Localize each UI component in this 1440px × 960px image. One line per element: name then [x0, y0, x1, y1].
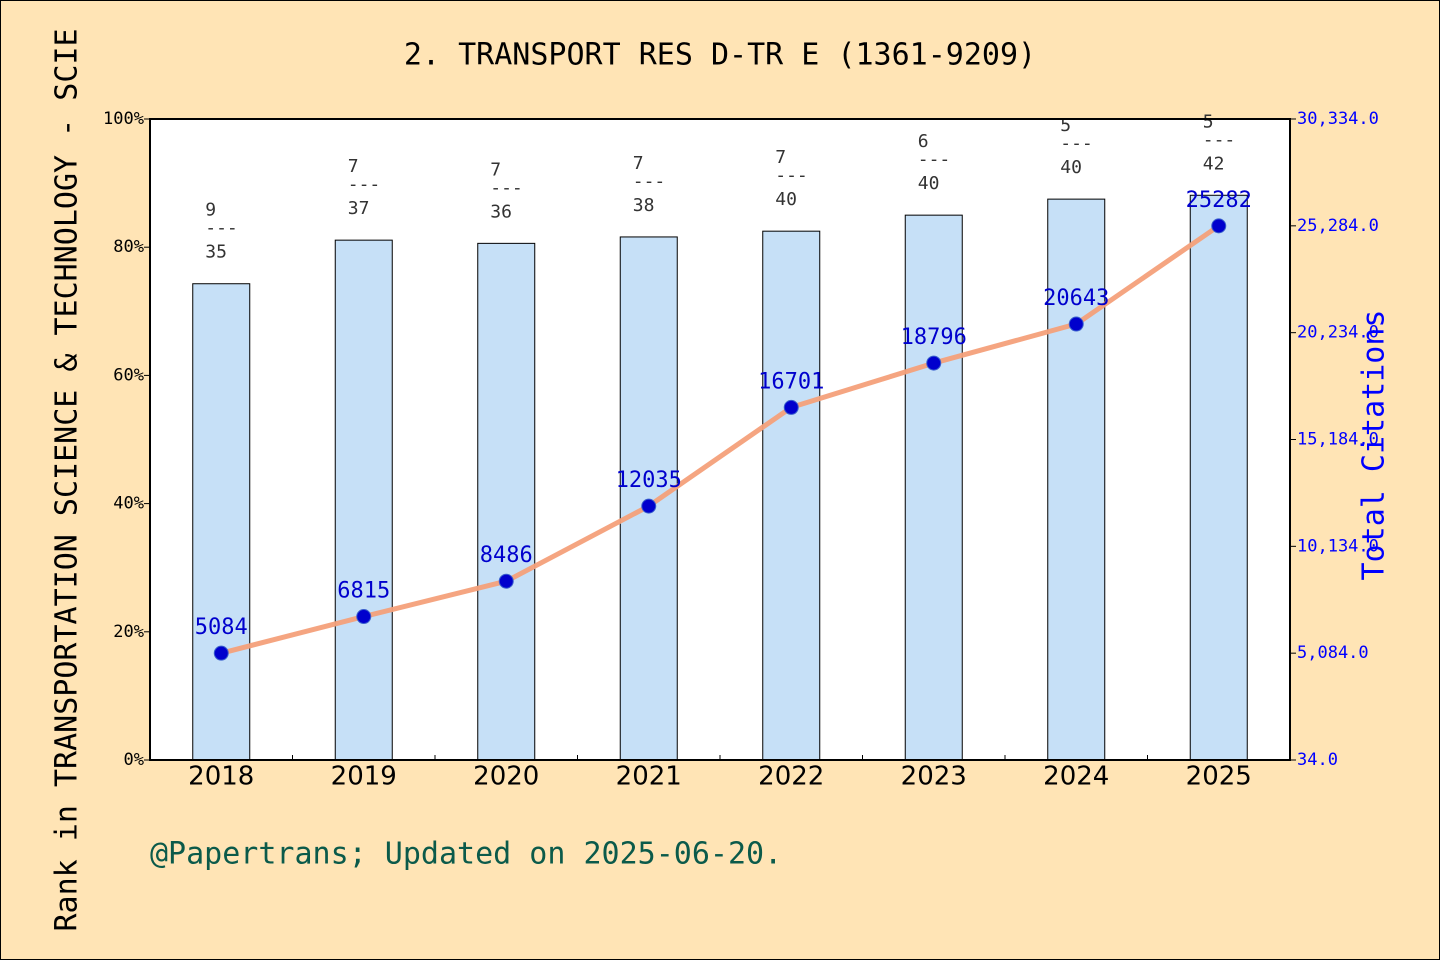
y-tick-label: 20% — [113, 622, 144, 642]
bar — [192, 283, 251, 761]
annotation-separator: --- — [490, 177, 523, 198]
annotation-total: 42 — [1203, 153, 1225, 174]
y2-tick-label: 25,284.0 — [1297, 216, 1379, 236]
y-axis-label: Rank in TRANSPORTATION SCIENCE & TECHNOL… — [50, 28, 85, 931]
data-label: 20643 — [1043, 286, 1109, 311]
annotation-separator: --- — [1203, 129, 1236, 150]
y2-tick-label: 30,334.0 — [1297, 109, 1379, 129]
data-label: 12035 — [616, 468, 682, 493]
annotation-separator: --- — [633, 171, 666, 192]
chart-title: 2. TRANSPORT RES D-TR E (1361-9209) — [404, 38, 1036, 73]
bar — [762, 230, 821, 761]
annotation-separator: --- — [1060, 133, 1093, 154]
data-label: 5084 — [195, 615, 248, 640]
y-tick-label: 40% — [113, 494, 144, 514]
y2-tick-label: 5,084.0 — [1297, 643, 1369, 663]
data-label: 6815 — [337, 579, 390, 604]
annotation-rank: 7 — [490, 159, 501, 180]
footnote: @Papertrans; Updated on 2025-06-20. — [150, 837, 782, 872]
annotation-total: 40 — [918, 173, 940, 194]
bar — [334, 239, 393, 761]
annotation-rank: 6 — [918, 131, 929, 152]
annotation-rank: 7 — [348, 156, 359, 177]
x-tick-label: 2020 — [473, 762, 539, 792]
data-label: 16701 — [758, 369, 824, 394]
data-label: 18796 — [901, 325, 967, 350]
line-marker — [356, 609, 372, 625]
bar — [1047, 198, 1106, 761]
y-tick-label: 60% — [113, 365, 144, 385]
annotation-rank: 5 — [1060, 115, 1071, 136]
annotation-separator: --- — [205, 218, 238, 239]
annotation-rank: 7 — [633, 153, 644, 174]
bar — [477, 242, 536, 761]
y-tick-label: 0% — [124, 750, 144, 770]
y2-axis-label: Total Citations — [1357, 310, 1392, 581]
line-marker — [926, 355, 942, 371]
y2-tick-label: 20,234.0 — [1297, 323, 1379, 343]
annotation-total: 38 — [633, 195, 655, 216]
annotation-rank: 5 — [1203, 111, 1214, 132]
annotation-total: 36 — [490, 201, 512, 222]
x-tick-label: 2024 — [1043, 762, 1109, 792]
line-marker — [498, 573, 514, 589]
annotation-separator: --- — [918, 149, 951, 170]
y-tick-label: 100% — [103, 109, 144, 129]
data-label: 8486 — [480, 543, 533, 568]
annotation-separator: --- — [775, 165, 808, 186]
line-marker — [1068, 316, 1084, 332]
bar — [904, 214, 963, 761]
bar — [1189, 194, 1248, 761]
annotation-total: 40 — [1060, 157, 1082, 178]
line-marker — [213, 645, 229, 661]
annotation-total: 35 — [205, 242, 227, 263]
line-marker — [783, 399, 799, 415]
line-marker — [641, 498, 657, 514]
x-tick-label: 2021 — [616, 762, 682, 792]
annotation-total: 40 — [775, 189, 797, 210]
annotation-rank: 9 — [205, 200, 216, 221]
x-tick-label: 2019 — [331, 762, 397, 792]
y2-tick-label: 15,184.0 — [1297, 430, 1379, 450]
y2-tick-label: 10,134.0 — [1297, 536, 1379, 556]
x-tick-label: 2025 — [1186, 762, 1252, 792]
annotation-separator: --- — [348, 174, 381, 195]
annotation-rank: 7 — [775, 147, 786, 168]
y2-tick-label: 34.0 — [1297, 750, 1338, 770]
line-marker — [1211, 218, 1227, 234]
bar — [619, 236, 678, 761]
plot-area — [150, 119, 1290, 760]
x-tick-label: 2022 — [758, 762, 824, 792]
x-tick-label: 2018 — [188, 762, 254, 792]
data-label: 25282 — [1186, 188, 1252, 213]
annotation-total: 37 — [348, 198, 370, 219]
x-tick-label: 2023 — [901, 762, 967, 792]
y-tick-label: 80% — [113, 237, 144, 257]
line — [220, 223, 1221, 656]
